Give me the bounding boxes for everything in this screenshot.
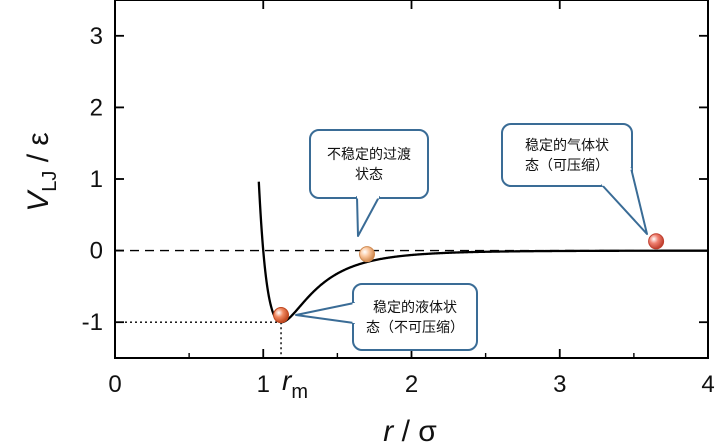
y-tick-label: 1 (90, 166, 103, 193)
r-min-label-sub: m (291, 381, 308, 403)
y-axis-label-main: V (22, 189, 55, 212)
y-tick-label: -1 (82, 309, 103, 336)
y-axis-label-tail: / ε (22, 132, 55, 170)
callout-box (501, 123, 633, 187)
series-line-0 (257, 181, 708, 324)
callout-pointer-seam (601, 166, 632, 187)
state-points (273, 233, 665, 324)
r-min-label-main: r (282, 365, 293, 396)
callout-text-line: 态（可压缩） (525, 158, 609, 174)
x-tick-label: 4 (701, 371, 714, 398)
x-tick-label: 3 (553, 371, 566, 398)
axis-ticks: 0 1 2 3 4 -1 0 1 2 3 (82, 0, 715, 398)
potential-curve-layer (257, 181, 708, 324)
y-tick-label: 3 (90, 23, 103, 50)
reference-lines (115, 249, 708, 358)
callout-text-line: 态（不可压缩） (366, 320, 464, 336)
callout-text-line: 不稳定的过渡 (327, 147, 411, 163)
callout-text-line: 稳定的液体状 (373, 300, 457, 316)
callout-box (352, 283, 478, 351)
x-tick-label: 1 (257, 371, 270, 398)
y-tick-label: 0 (90, 238, 103, 265)
callout-pointer (295, 302, 355, 324)
state-point-2 (648, 233, 665, 250)
y-tick-label: 2 (90, 94, 103, 121)
r-min-label: rm (282, 365, 308, 403)
x-axis-label-unit: / σ (393, 415, 437, 448)
callout-text-line: 状态 (355, 167, 383, 183)
x-axis-label: r / σ (383, 415, 437, 448)
callout-pointer (356, 196, 380, 237)
callout-box (309, 129, 429, 199)
callout-text-line: 稳定的气体状 (525, 138, 609, 154)
state-point-0 (273, 307, 290, 324)
state-point-1 (359, 246, 376, 263)
x-axis-label-var: r (383, 415, 394, 448)
y-axis-label-sub: LJ (39, 171, 61, 192)
x-tick-label: 0 (108, 371, 121, 398)
x-tick-label: 2 (405, 371, 418, 398)
y-axis-label: VLJ / ε (22, 132, 61, 212)
